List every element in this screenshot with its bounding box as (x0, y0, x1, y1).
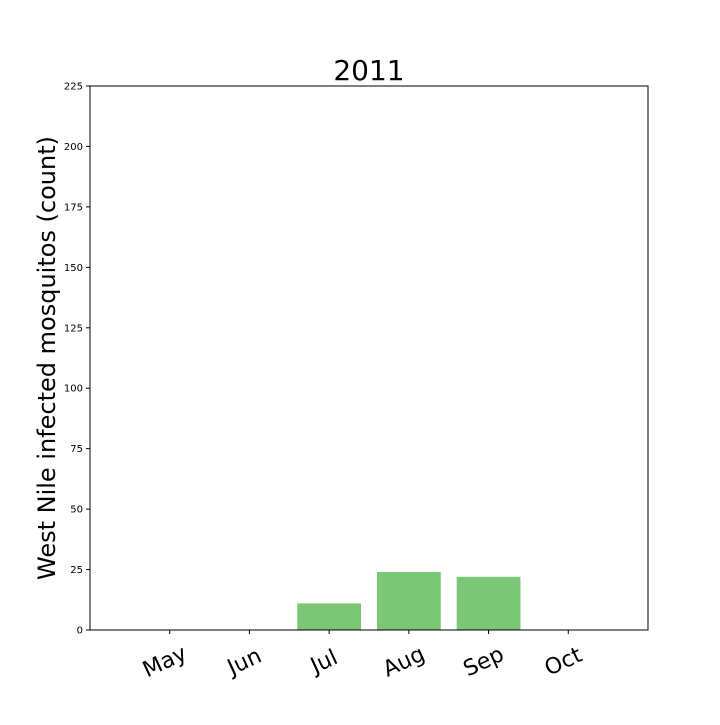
y-tick-label: 150 (64, 263, 83, 274)
plot-area-frame (89, 85, 649, 631)
y-tick-label: 200 (64, 142, 83, 153)
y-tick-label: 125 (64, 323, 83, 334)
y-tick-label: 50 (70, 505, 83, 516)
y-tick-label: 75 (70, 444, 83, 455)
bar-jul (297, 603, 362, 630)
x-tick-label-may: May (139, 641, 191, 683)
x-tick-label-jul: Jul (305, 645, 341, 680)
y-tick-label: 175 (64, 202, 83, 213)
y-axis-ticks: 0 25 50 75 100 125 150 175 200 225 (64, 82, 90, 637)
bar-sep (456, 576, 521, 630)
x-tick-label-sep: Sep (460, 642, 508, 682)
y-tick-label: 225 (64, 82, 83, 93)
bars-group (297, 571, 521, 630)
x-tick-label-jun: Jun (222, 644, 266, 682)
x-tick-label-aug: Aug (379, 642, 429, 683)
y-axis-label: West Nile infected mosquitos (count) (33, 136, 61, 580)
x-tick-label-oct: Oct (541, 643, 586, 682)
x-axis-ticks: May Jun Jul Aug Sep Oct (139, 630, 586, 683)
chart-title: 2011 (333, 54, 404, 87)
y-tick-label: 25 (70, 565, 83, 576)
y-tick-label: 0 (77, 626, 83, 637)
bar-aug (376, 571, 441, 630)
y-tick-label: 100 (64, 384, 83, 395)
